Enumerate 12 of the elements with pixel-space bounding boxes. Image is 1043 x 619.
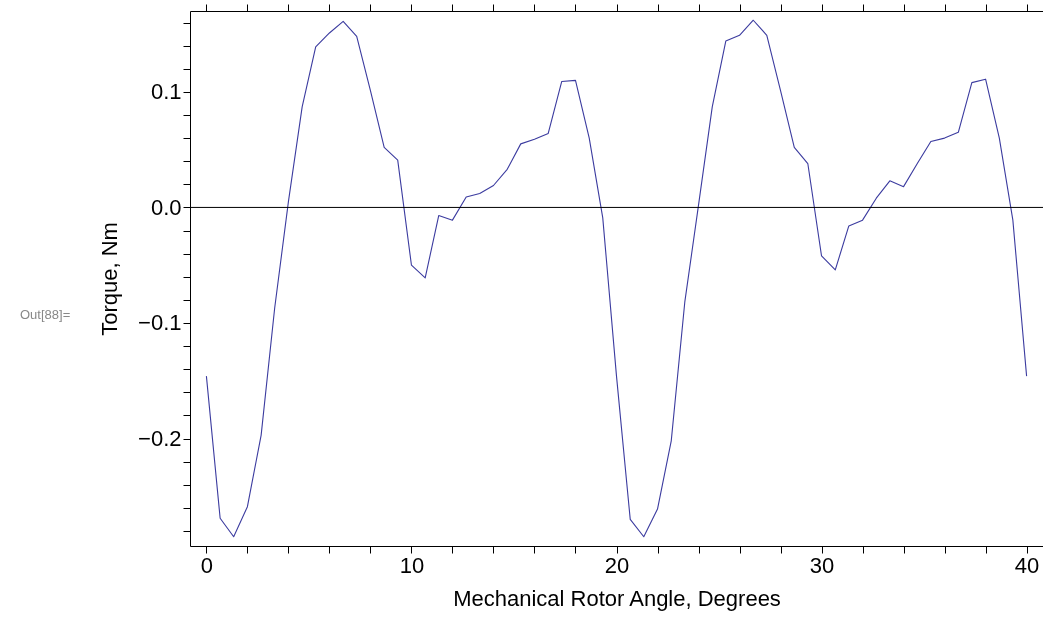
- y-axis-title: Torque, Nm: [97, 222, 123, 336]
- x-tick-label: 20: [604, 552, 630, 578]
- x-tick-label: 30: [809, 552, 835, 578]
- x-tick-label: 10: [399, 552, 425, 578]
- x-tick-label: 0: [200, 552, 214, 578]
- y-tick-label: 0.1: [150, 79, 182, 105]
- y-tick-label: −0.2: [138, 426, 182, 452]
- y-tick-label: 0.0: [150, 194, 182, 220]
- x-tick-label: 40: [1014, 552, 1040, 578]
- y-tick-label: −0.1: [138, 310, 182, 336]
- x-axis-title: Mechanical Rotor Angle, Degrees: [453, 585, 781, 611]
- text: Out[88]=: [20, 307, 71, 322]
